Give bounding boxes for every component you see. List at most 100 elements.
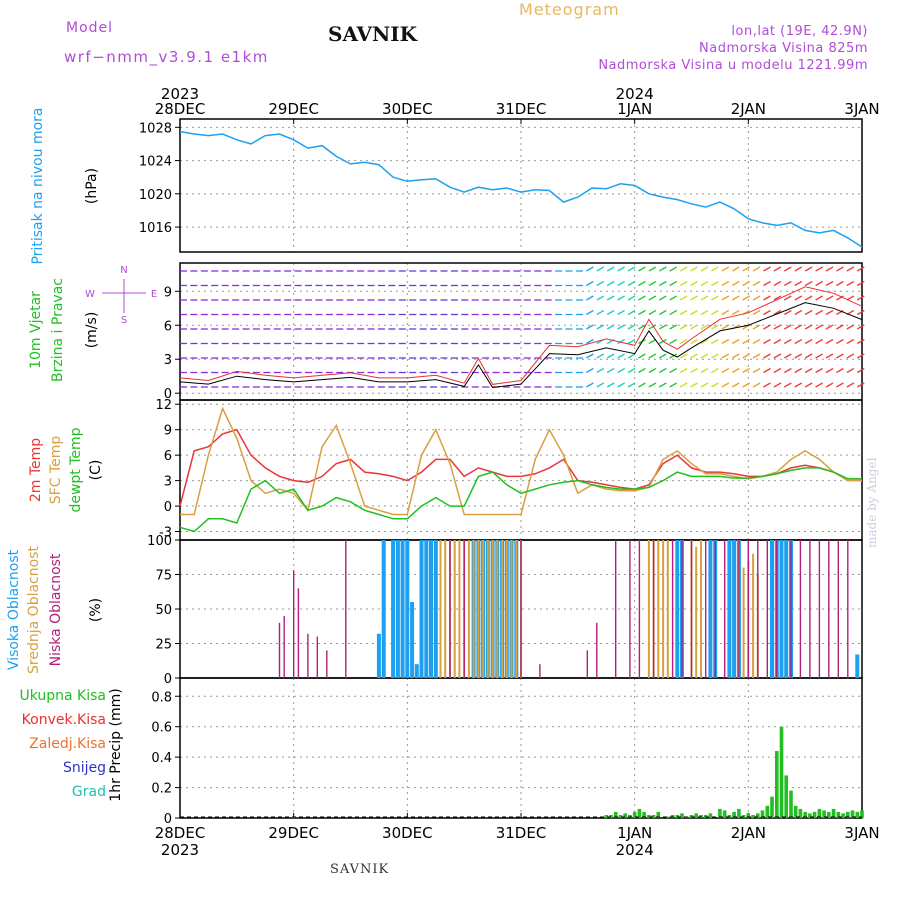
- cloud-bar-2: [690, 540, 693, 678]
- wind-speed-line: [179, 302, 863, 389]
- wind-barb: [804, 367, 813, 374]
- wind-barb: [773, 309, 782, 316]
- wind-barb: [815, 324, 823, 330]
- meteogram-label: Meteogram: [519, 0, 620, 19]
- wind-barb: [690, 309, 698, 316]
- cloud-bar-0: [405, 540, 410, 678]
- wind-barb: [596, 324, 605, 330]
- precip-legend-label: Zaledj.Kisa: [29, 736, 106, 752]
- x-tick-label-bottom: 28DEC: [155, 824, 206, 842]
- lonlat-label: lon,lat (19E, 42.9N): [731, 24, 868, 39]
- wind-barb: [606, 353, 615, 359]
- cloud-bar-0: [400, 540, 405, 678]
- y-tick-label: 0: [164, 812, 172, 827]
- y-tick-label: 3: [164, 475, 172, 490]
- wind-barb: [679, 382, 688, 388]
- cloud-bar-0: [675, 540, 680, 678]
- wind-barb: [752, 338, 761, 345]
- wind-barb: [627, 338, 636, 345]
- cloud-bar-0: [395, 540, 400, 678]
- wind-barb: [658, 309, 667, 316]
- wind-barb: [606, 295, 615, 301]
- x-tick-label-top: 29DEC: [268, 100, 319, 118]
- wind-barb: [721, 353, 730, 359]
- wind-barb: [721, 338, 730, 345]
- precip-bar: [637, 808, 642, 818]
- wind-barb: [742, 338, 750, 345]
- compass-east-label: E: [151, 289, 157, 300]
- cloud-bar-0: [770, 540, 774, 678]
- y-tick-label: 6: [164, 319, 172, 334]
- wind-barb: [742, 266, 750, 272]
- wind-barb: [825, 324, 834, 330]
- x-tick-label-bottom: 29DEC: [268, 824, 319, 842]
- wind-barb: [856, 266, 865, 272]
- precip-bar: [765, 805, 770, 818]
- cloud-bar-1: [467, 540, 470, 678]
- wind-barb: [794, 353, 803, 359]
- cloud-bar-2: [652, 540, 655, 678]
- wind-barb: [763, 367, 771, 374]
- wind-barb: [669, 367, 678, 374]
- wind-barb: [638, 324, 646, 330]
- cloud-bar-1: [510, 540, 513, 678]
- cloud-bar-0: [779, 540, 784, 678]
- wind-barb: [679, 353, 688, 359]
- wind-barb: [752, 295, 761, 301]
- wind-barb: [679, 338, 688, 345]
- wind-barb: [784, 295, 792, 301]
- wind-barb: [825, 295, 834, 301]
- year-label-top-left: 2023: [161, 85, 199, 103]
- wind-barb: [617, 353, 625, 359]
- wind-barb: [794, 295, 803, 301]
- wind-barb: [752, 280, 761, 287]
- cloud-low-axis-label: Niska Oblacnost: [48, 553, 64, 666]
- cloud-bar-1: [477, 540, 480, 678]
- wind-barb: [804, 266, 813, 272]
- wind-barb: [784, 266, 792, 272]
- pressure-axis-title: Pritisak na nivou mora: [30, 107, 46, 264]
- wind-barb: [679, 324, 688, 330]
- wind-barb: [679, 309, 688, 316]
- cloud-bar-0: [784, 540, 789, 678]
- wind-barb-field: [180, 266, 865, 388]
- precip-bar: [642, 811, 646, 818]
- x-tick-label-top: 31DEC: [496, 100, 547, 118]
- wind-barb: [825, 280, 834, 287]
- wind-barb: [658, 266, 667, 272]
- wind-barb: [638, 382, 646, 388]
- wind-barb: [815, 266, 823, 272]
- wind-barb: [596, 309, 605, 316]
- precip-bar: [855, 811, 860, 818]
- y-tick-label: 9: [164, 285, 172, 300]
- wind-barb: [627, 353, 636, 359]
- cloud-mid-axis-label: Srednja Oblacnost: [26, 546, 42, 674]
- wind-barb: [711, 266, 719, 272]
- wind-barb: [846, 353, 855, 359]
- wind-barb: [711, 280, 719, 287]
- wind-barb: [586, 280, 594, 287]
- precip-bar: [793, 805, 798, 818]
- wind-barb: [638, 266, 646, 272]
- wind-barb: [784, 338, 792, 345]
- wind-barb: [690, 367, 698, 374]
- wind-axis-title: 10m Vjetar: [28, 291, 44, 369]
- x-tick-label-top: 3JAN: [844, 100, 879, 118]
- x-tick-label-top: 28DEC: [155, 100, 206, 118]
- x-tick-label-bottom: 31DEC: [496, 824, 547, 842]
- temp-dewpt-axis-label: dewpt Temp: [68, 427, 84, 512]
- cloud-bar-2: [681, 540, 683, 678]
- precip-bar: [812, 811, 817, 818]
- wind-barb: [836, 280, 844, 287]
- wind-barb: [773, 295, 782, 301]
- wind-barb: [846, 266, 855, 272]
- cloud-bar-1: [752, 553, 755, 678]
- wind-barb: [606, 266, 615, 272]
- precip-bar: [760, 810, 765, 818]
- cloud-bar-2: [766, 540, 768, 678]
- wind-barb: [627, 367, 636, 374]
- wind-barb: [763, 280, 771, 287]
- wind-barb: [606, 382, 615, 388]
- precip-bar: [841, 813, 845, 818]
- wind-barb: [711, 338, 719, 345]
